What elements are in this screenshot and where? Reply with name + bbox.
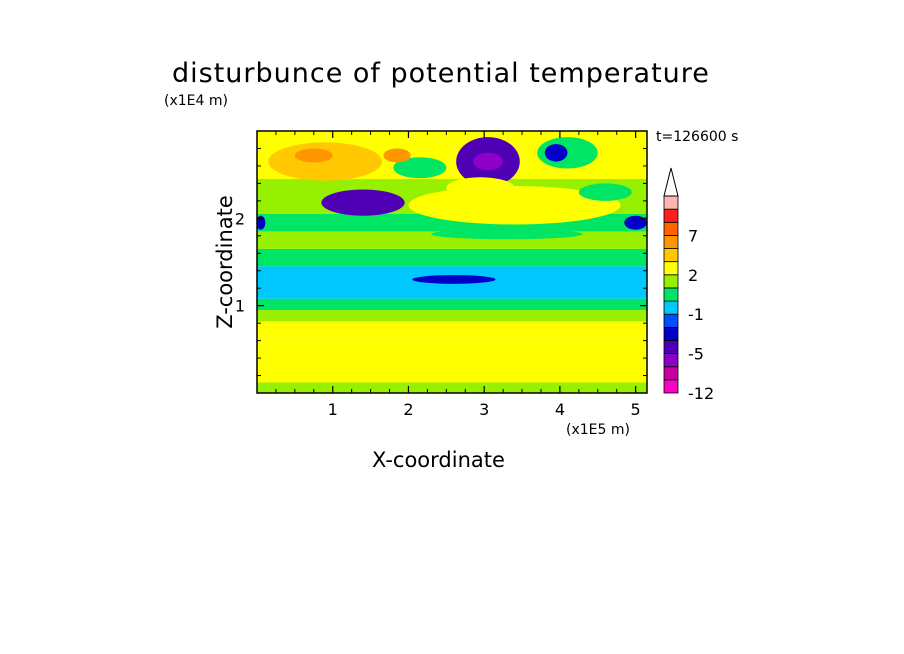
colorbar-swatch	[663, 340, 679, 355]
x-tick-label: 3	[479, 400, 489, 419]
field-anomaly	[383, 148, 411, 163]
field-layer	[257, 382, 647, 393]
x-tick-label: 4	[555, 400, 565, 419]
colorbar-label: 2	[688, 266, 698, 285]
field-layer	[257, 298, 647, 311]
chart-title: disturbunce of potential temperature	[172, 58, 710, 89]
colorbar-swatch	[663, 366, 679, 381]
colorbar-label: 7	[688, 226, 698, 245]
colorbar-swatch	[663, 261, 679, 276]
y-tick-label: 2	[235, 209, 245, 228]
field-anomaly	[412, 275, 496, 284]
field-anomaly	[393, 157, 447, 179]
colorbar-extend-arrow	[663, 167, 679, 197]
colorbar-label: -1	[688, 305, 704, 324]
x-tick-label: 2	[403, 400, 413, 419]
field-anomaly	[257, 215, 266, 230]
colorbar-swatch	[663, 326, 679, 341]
field-layer	[257, 248, 647, 267]
colorbar-swatch	[663, 287, 679, 302]
field-anomaly	[624, 215, 647, 230]
colorbar-swatch	[663, 208, 679, 223]
field-layer	[257, 321, 647, 339]
colorbar-swatch	[663, 274, 679, 289]
colorbar-label: -5	[688, 345, 704, 364]
y-axis-ticks: 12	[235, 147, 647, 377]
field-anomaly	[321, 189, 405, 216]
x-tick-label: 5	[631, 400, 641, 419]
x-axis-ticks: 1 2 3 4 5	[275, 131, 641, 419]
colorbar-swatch	[663, 353, 679, 368]
time-label: t=126600 s	[656, 129, 739, 145]
x-tick-label: 1	[328, 400, 338, 419]
heatmap-features	[257, 137, 647, 284]
field-layer	[257, 338, 647, 369]
field-layer	[257, 310, 647, 322]
colorbar: -12-5-127	[663, 167, 714, 403]
x-axis-multiplier: (x1E5 m)	[566, 422, 630, 438]
field-anomaly	[544, 144, 568, 162]
colorbar-swatch	[663, 313, 679, 328]
colorbar-swatch	[663, 221, 679, 236]
field-anomaly	[446, 177, 515, 199]
field-anomaly	[578, 183, 632, 201]
colorbar-swatch	[663, 234, 679, 249]
x-axis-label: X-coordinate	[372, 448, 505, 472]
y-axis-label: Z-coordinate	[213, 195, 237, 329]
y-tick-label: 1	[235, 297, 245, 316]
colorbar-label: -12	[688, 384, 714, 403]
field-anomaly	[472, 152, 504, 171]
y-axis-multiplier: (x1E4 m)	[164, 93, 228, 109]
field-anomaly	[268, 142, 382, 181]
plot-frame	[256, 130, 648, 394]
field-layer	[257, 368, 647, 383]
field-anomaly	[294, 148, 333, 163]
colorbar-swatch	[663, 379, 679, 394]
field-anomaly	[431, 228, 583, 240]
colorbar-swatch	[663, 195, 679, 210]
colorbar-swatch	[663, 248, 679, 263]
colorbar-swatch	[663, 300, 679, 315]
